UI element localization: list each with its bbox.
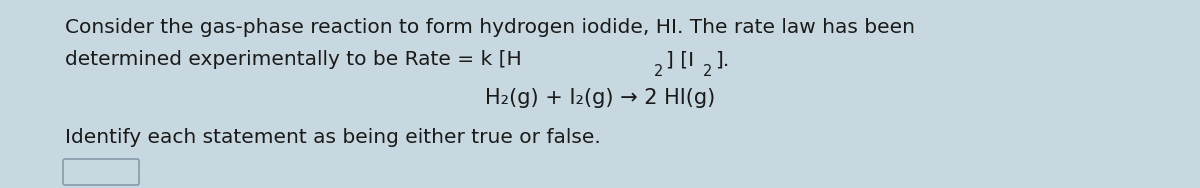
- Text: determined experimentally to be Rate = k [H: determined experimentally to be Rate = k…: [65, 50, 522, 69]
- Text: Identify each statement as being either true or false.: Identify each statement as being either …: [65, 128, 601, 147]
- Text: ].: ].: [715, 50, 730, 69]
- FancyBboxPatch shape: [64, 159, 139, 185]
- Text: 2: 2: [703, 64, 712, 79]
- Text: H₂(g) + I₂(g) → 2 HI(g): H₂(g) + I₂(g) → 2 HI(g): [485, 88, 715, 108]
- Text: Consider the gas-phase reaction to form hydrogen iodide, HI. The rate law has be: Consider the gas-phase reaction to form …: [65, 18, 916, 37]
- Text: ] [I: ] [I: [666, 50, 695, 69]
- Text: 2: 2: [654, 64, 664, 79]
